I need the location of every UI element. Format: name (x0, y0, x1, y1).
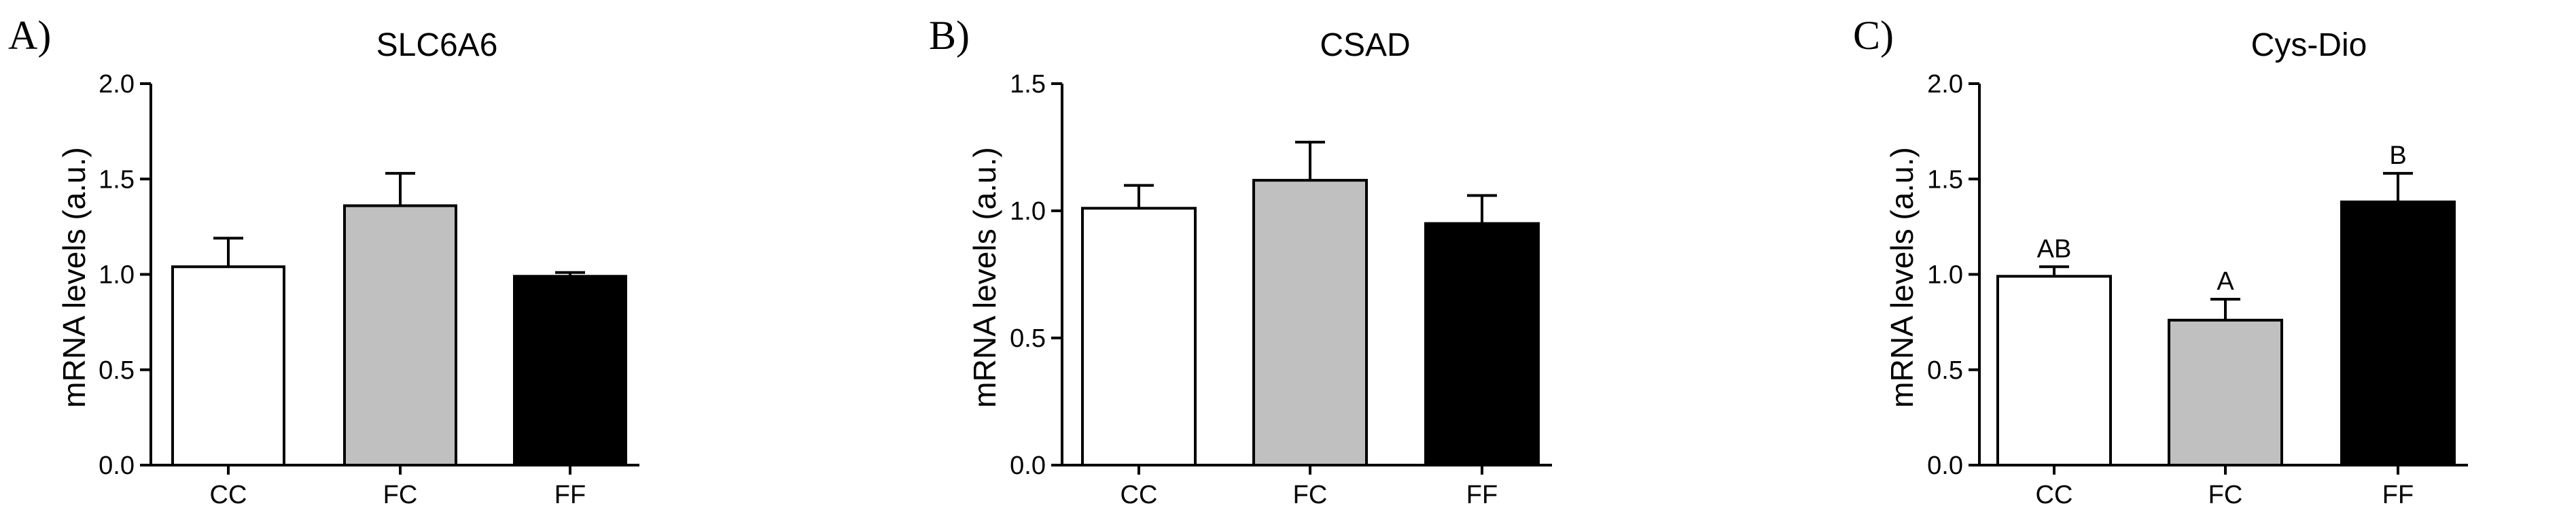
bar-ff (2340, 200, 2456, 466)
bar-fc (343, 204, 457, 466)
y-tick-label: 0.0 (1927, 452, 1963, 480)
plot-area: 0.0 0.5 1.0 1.5 2.0 CC FC FF (99, 70, 639, 509)
chart-title: SLC6A6 (376, 27, 498, 63)
x-tick-label: FC (383, 481, 418, 509)
bar-fc (1252, 179, 1368, 466)
y-tick-label: 2.0 (99, 70, 135, 99)
y-axis-title: mRNA levels (a.u.) (967, 147, 1002, 407)
y-tick-label: 2.0 (1927, 70, 1963, 99)
x-tick-label: CC (210, 481, 247, 509)
chart-title: CSAD (1320, 27, 1410, 63)
bar-cc (171, 265, 285, 466)
y-tick-label: 0.5 (99, 356, 135, 385)
y-tick-label: 0.5 (1010, 324, 1046, 353)
bar-cc (1996, 275, 2112, 466)
y-tick-label: 1.0 (99, 261, 135, 290)
x-tick-label: FF (2382, 481, 2414, 509)
y-tick-label: 1.0 (1927, 261, 1963, 290)
panel-letter: C) (1853, 13, 1894, 58)
bar-cc (1081, 207, 1197, 466)
panel-b: B) CSAD mRNA levels (a.u.) 0.0 0.5 1.0 1.5 C… (929, 13, 1552, 509)
panel-letter: A) (8, 13, 51, 58)
y-tick-label: 1.0 (1010, 197, 1046, 226)
panel-a: A) SLC6A6 mRNA levels (a.u.) 0.0 0.5 1.0 1.… (8, 13, 639, 509)
significance-label: A (2217, 267, 2234, 296)
x-tick-label: FF (554, 481, 586, 509)
x-tick-label: FC (1293, 481, 1328, 509)
y-tick-label: 1.5 (99, 165, 135, 194)
bar-fc (2168, 318, 2283, 466)
chart-title: Cys-Dio (2251, 27, 2367, 63)
y-axis-title: mRNA levels (a.u.) (1884, 147, 1920, 407)
y-tick-label: 1.5 (1010, 70, 1046, 99)
significance-label: B (2389, 141, 2406, 170)
bar-ff (1424, 222, 1540, 466)
y-tick-label: 1.5 (1927, 165, 1963, 194)
y-tick-label: 0.0 (99, 452, 135, 480)
bar-ff (513, 275, 627, 466)
y-tick-label: 0.0 (1010, 452, 1046, 480)
plot-area: 0.0 0.5 1.0 1.5 CC FC FF (1010, 70, 1552, 509)
plot-area: 0.0 0.5 1.0 1.5 2.0 CC AB FC A FF B (1927, 70, 2468, 509)
panel-c: C) Cys-Dio mRNA levels (a.u.) 0.0 0.5 1.0 1… (1853, 13, 2468, 509)
x-tick-label: CC (2036, 481, 2073, 509)
x-tick-label: CC (1121, 481, 1158, 509)
x-tick-label: FC (2208, 481, 2243, 509)
panel-letter: B) (929, 13, 970, 58)
x-tick-label: FF (1466, 481, 1498, 509)
y-tick-label: 0.5 (1927, 356, 1963, 385)
y-axis-title: mRNA levels (a.u.) (56, 147, 92, 407)
significance-label: AB (2037, 235, 2072, 263)
